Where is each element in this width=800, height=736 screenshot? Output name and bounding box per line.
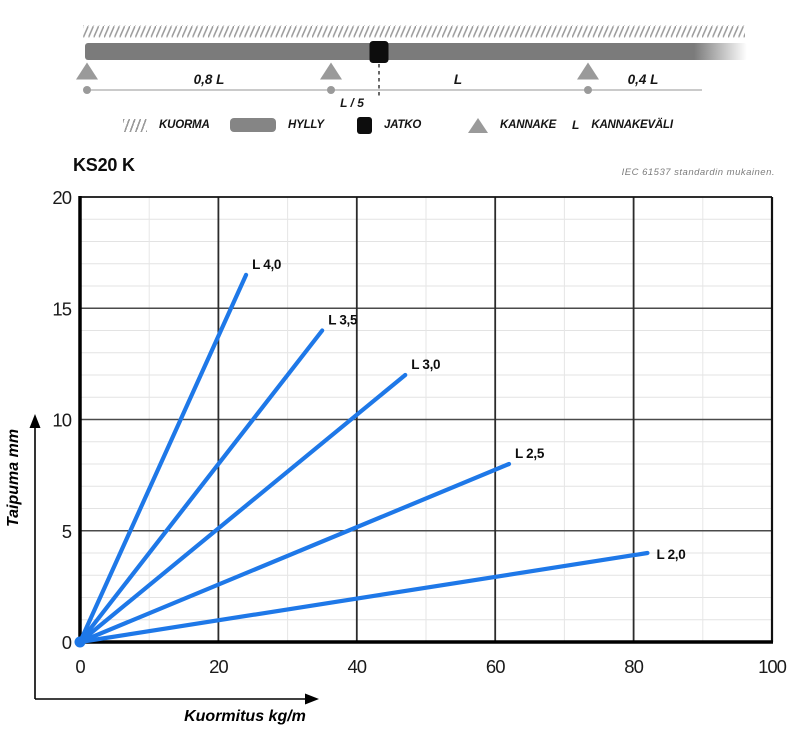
x-tick-label: 20 [209, 656, 228, 677]
series-label-3: L 2,5 [515, 446, 545, 461]
splice-icon [357, 116, 372, 134]
legend-item-kuorma: KUORMA [123, 112, 210, 138]
legend-item-kannakevali: L KANNAKEVÄLI [572, 112, 673, 138]
legend-item-jatko: JATKO [357, 112, 421, 138]
dimension-dot-right [584, 86, 592, 94]
bracket-triangle-right [577, 62, 599, 80]
x-axis-arrowhead-icon [305, 693, 319, 705]
span-left-label: 0,8 L [194, 72, 225, 87]
series-line-1 [77, 328, 325, 645]
series-label-4: L 2,0 [656, 547, 685, 562]
legend-item-kannake: KANNAKE [468, 112, 556, 138]
series-line-0 [77, 272, 249, 645]
x-tick-label: 60 [486, 656, 505, 677]
x-axis-title: Kuormitus kg/m [184, 708, 306, 725]
legend-label-kannake: KANNAKE [500, 119, 557, 131]
legend-label-kannakevali: KANNAKEVÄLI [591, 119, 673, 131]
standard-note: IEC 61537 standardin mukainen. [621, 167, 775, 178]
y-tick-label: 15 [52, 298, 71, 319]
dimension-dot-mid [327, 86, 335, 94]
load-hatch-icon [123, 118, 147, 132]
y-tick-label: 10 [52, 410, 71, 431]
span-symbol: L [572, 118, 580, 132]
y-tick-label: 20 [52, 187, 71, 208]
series-label-0: L 4,0 [252, 257, 281, 272]
tray-icon [230, 118, 276, 132]
splice-marker [369, 41, 389, 63]
legend-label-jatko: JATKO [384, 119, 422, 131]
origin-dot [74, 636, 86, 648]
x-tick-label: 100 [758, 656, 787, 677]
bracket-triangle-mid [320, 62, 342, 80]
y-tick-label: 5 [62, 521, 72, 542]
bracket-triangle-left [76, 62, 98, 80]
series-line-4 [77, 550, 650, 645]
y-axis-title: Taipuma mm [5, 429, 22, 527]
load-hatch-strip [83, 25, 745, 38]
legend-item-hylly: HYLLY [230, 112, 324, 138]
y-tick-label: 0 [62, 632, 72, 653]
bracket-icon [468, 117, 488, 133]
legend-label-kuorma: KUORMA [159, 119, 210, 131]
plot-area: L 4,0 L 3,5 L 3,0 L 2,5 L 2,0 0 5 10 15 20 0 20 40 60… [52, 187, 787, 677]
beam-diagram-overlay: 0,8 L L 0,4 L L / 5 [76, 25, 747, 110]
span-mid-label: L [454, 72, 462, 87]
series-line-2 [77, 372, 408, 645]
dimension-dot-left [83, 86, 91, 94]
splice-offset-label: L / 5 [340, 96, 364, 110]
tray-beam [85, 43, 747, 60]
legend-label-hylly: HYLLY [288, 119, 324, 131]
x-tick-label: 80 [624, 656, 643, 677]
x-tick-label: 0 [75, 656, 85, 677]
series-label-2: L 3,0 [411, 357, 440, 372]
span-right-label: 0,4 L [628, 72, 659, 87]
series-line-3 [77, 461, 512, 645]
page-title: KS20 K [73, 155, 135, 175]
x-tick-label: 40 [348, 656, 367, 677]
y-axis-arrowhead-icon [29, 414, 41, 428]
series-label-1: L 3,5 [328, 313, 358, 328]
